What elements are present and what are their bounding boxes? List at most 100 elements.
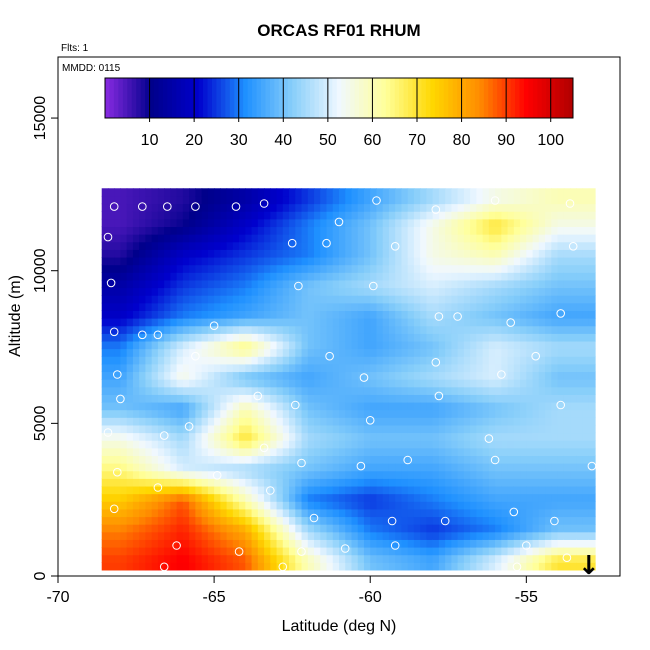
heat-cell — [326, 424, 334, 434]
heat-cell — [201, 394, 209, 403]
heat-cell — [545, 432, 552, 441]
heat-cell — [226, 455, 234, 464]
heat-cell — [482, 394, 490, 403]
heat-cell — [370, 401, 378, 411]
heat-cell — [257, 340, 265, 350]
colorbar-segment — [167, 78, 173, 118]
heat-cell — [382, 371, 390, 380]
heat-cell — [114, 241, 122, 250]
heat-cell — [320, 508, 328, 518]
heat-cell — [301, 279, 309, 289]
sample-point — [356, 461, 366, 471]
heat-cell — [264, 432, 271, 441]
heat-cell — [257, 363, 265, 373]
heat-cell — [239, 516, 246, 525]
sample-point — [159, 562, 169, 572]
heat-cell — [307, 424, 315, 434]
colorbar-segment — [537, 78, 543, 118]
heat-cell — [101, 226, 109, 235]
colorbar-segment — [528, 78, 534, 118]
heat-cell — [445, 318, 452, 327]
heat-cell — [426, 432, 434, 441]
heat-cell — [301, 394, 309, 403]
heat-cell — [157, 272, 165, 281]
heat-cell — [345, 272, 353, 281]
colorbar-segment — [216, 78, 222, 118]
heat-cell — [239, 485, 246, 495]
heat-cell — [526, 333, 534, 342]
heat-cell — [438, 363, 446, 373]
heat-cell — [220, 195, 228, 205]
heat-cell — [257, 203, 265, 212]
heat-cell — [495, 188, 502, 197]
heat-cell — [563, 264, 571, 273]
heat-cell — [301, 493, 309, 502]
heat-cell — [239, 218, 246, 228]
heat-cell — [207, 508, 215, 518]
heat-cell — [332, 516, 340, 525]
heat-cell — [214, 440, 221, 449]
heat-cell — [295, 188, 303, 197]
heat-cell — [257, 432, 265, 441]
heat-cell — [557, 547, 565, 556]
heat-cell — [445, 234, 452, 243]
heat-cell — [463, 302, 471, 311]
heat-cell — [226, 195, 234, 205]
heat-cell — [332, 447, 340, 457]
heat-cell — [513, 447, 521, 457]
heat-cell — [114, 310, 122, 319]
heat-cell — [245, 508, 253, 518]
heat-cell — [557, 234, 565, 243]
heat-cell — [488, 249, 496, 258]
heat-cell — [257, 516, 265, 525]
heat-cell — [482, 203, 490, 212]
heat-cell — [582, 249, 590, 258]
heat-cell — [201, 249, 209, 258]
heat-cell — [114, 226, 122, 235]
colorbar-segment — [256, 78, 262, 118]
heat-cell — [189, 470, 196, 479]
heat-cell — [476, 272, 484, 281]
heat-cell — [151, 325, 159, 334]
heat-cell — [563, 348, 571, 357]
heat-cell — [307, 272, 315, 281]
heat-cell — [401, 356, 409, 365]
heat-cell — [301, 440, 309, 449]
heat-cell — [220, 363, 228, 373]
heat-cell — [201, 363, 209, 373]
heat-cell — [189, 447, 196, 457]
heat-cell — [520, 470, 527, 479]
heat-cell — [582, 234, 590, 243]
heat-cell — [445, 547, 452, 556]
heat-cell — [351, 295, 359, 304]
heat-cell — [251, 310, 259, 319]
heat-cell — [488, 325, 496, 334]
heat-cell — [457, 249, 465, 258]
heat-cell — [164, 554, 171, 563]
heat-cell — [507, 226, 515, 235]
heat-cell — [276, 279, 284, 289]
heat-cell — [426, 379, 434, 388]
heat-cell — [139, 508, 147, 518]
heat-cell — [132, 325, 140, 334]
heat-cell — [251, 455, 259, 464]
heat-cell — [576, 531, 584, 540]
heat-cell — [520, 203, 527, 212]
heat-cell — [170, 325, 178, 334]
chart-title: ORCAS RF01 RHUM — [257, 21, 420, 40]
heat-cell — [470, 318, 477, 327]
heat-cell — [207, 226, 215, 235]
heat-cell — [295, 386, 303, 395]
heat-cell — [388, 394, 396, 403]
heat-cell — [445, 493, 452, 502]
heat-cell — [251, 440, 259, 449]
heat-cell — [220, 470, 228, 479]
heat-cell — [101, 333, 109, 342]
heat-cell — [176, 279, 184, 289]
heat-cell — [120, 455, 128, 464]
heat-cell — [507, 272, 515, 281]
heat-cell — [476, 455, 484, 464]
heat-cell — [182, 394, 190, 403]
heat-cell — [545, 501, 552, 510]
heat-cell — [214, 310, 221, 319]
